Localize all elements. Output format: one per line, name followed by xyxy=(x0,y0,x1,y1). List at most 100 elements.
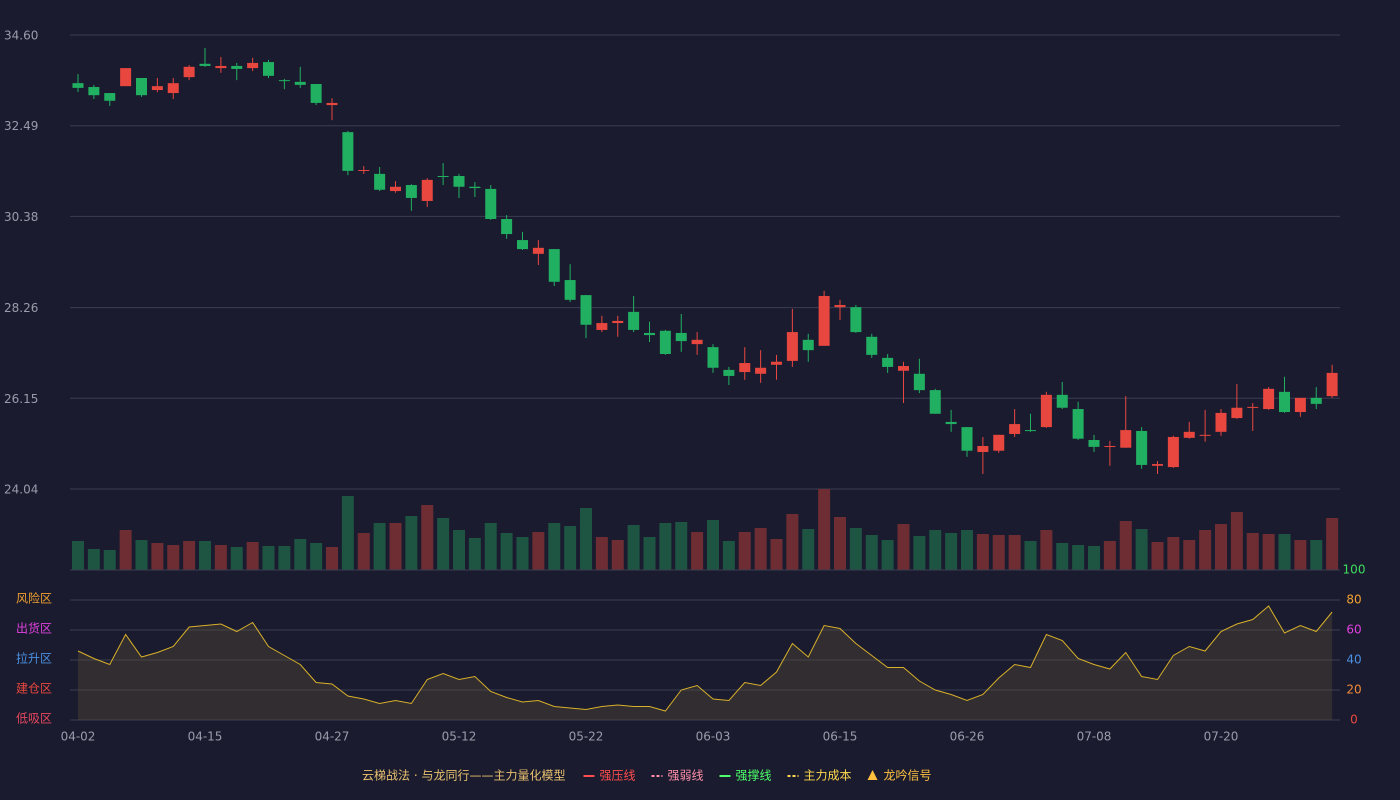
candle-body xyxy=(1263,388,1275,410)
candle-body xyxy=(1152,464,1163,466)
candle-body xyxy=(1104,446,1116,448)
oscillator-area xyxy=(78,606,1333,720)
volume-bar xyxy=(103,550,116,570)
volume-bar xyxy=(754,528,767,570)
candle-body xyxy=(723,369,735,376)
volume-bar xyxy=(1088,546,1100,570)
candle-body xyxy=(1009,424,1021,434)
volume-bar xyxy=(373,523,386,570)
zone-label: 出货区 xyxy=(16,621,52,636)
x-tick-label: 07-20 xyxy=(1204,730,1239,744)
candle-body xyxy=(898,366,909,371)
legend-label: 强压线 xyxy=(599,769,635,783)
x-tick-label: 07-08 xyxy=(1077,730,1112,744)
zone-label: 建仓区 xyxy=(16,682,52,696)
candle-body xyxy=(945,421,957,425)
candle-body xyxy=(501,219,513,235)
volume-bar xyxy=(532,532,545,570)
volume-bar xyxy=(913,536,926,570)
candle-body xyxy=(1279,391,1290,413)
candle-body xyxy=(548,249,560,282)
volume-bar xyxy=(1183,540,1196,570)
volume-bar xyxy=(1135,529,1148,570)
volume-bar xyxy=(405,516,418,570)
volume-bar xyxy=(1310,540,1323,570)
volume-bar xyxy=(151,543,164,570)
volume-bar xyxy=(389,523,402,570)
candle-body xyxy=(659,330,671,355)
candle-body xyxy=(294,81,306,85)
candle-body xyxy=(1056,394,1068,408)
candle-body xyxy=(644,332,655,336)
volume-bar xyxy=(786,514,799,570)
volume-bar xyxy=(246,542,259,570)
volume-bar xyxy=(1246,533,1259,570)
candle-body xyxy=(818,295,830,346)
volume-bar xyxy=(976,534,989,570)
candle-body xyxy=(390,186,401,192)
candle-body xyxy=(215,65,227,69)
volume-bar xyxy=(849,528,862,570)
candle-body xyxy=(485,188,497,220)
volume-bar xyxy=(1262,534,1275,570)
volume-bar xyxy=(453,530,465,570)
candle-body xyxy=(1199,434,1211,436)
volume-bar xyxy=(659,523,672,570)
candle-body xyxy=(612,320,624,324)
y-tick-label: 100 xyxy=(1343,563,1366,577)
volume-bar xyxy=(1326,518,1339,570)
x-tick-label: 06-15 xyxy=(823,730,858,744)
candle-body xyxy=(231,65,243,69)
candle-body xyxy=(342,132,354,171)
volume-bar xyxy=(199,541,211,570)
volume-bar xyxy=(183,541,196,570)
candle-body xyxy=(453,176,465,187)
candle-body xyxy=(1247,406,1259,408)
volume-bar xyxy=(1008,535,1021,570)
candle-body xyxy=(739,363,751,373)
volume-bar xyxy=(627,525,640,570)
candle-body xyxy=(517,240,528,250)
volume-bar xyxy=(326,547,338,570)
candle-body xyxy=(993,434,1005,451)
candle-body xyxy=(167,83,179,94)
volume-bar xyxy=(1278,534,1291,570)
volume-bar xyxy=(1294,540,1307,570)
volume-bar xyxy=(770,539,783,570)
volume-bar xyxy=(722,541,735,570)
volume-bar xyxy=(357,533,370,570)
candle-body xyxy=(850,307,862,333)
candle-body xyxy=(1310,397,1322,404)
volume-bar xyxy=(262,546,275,570)
candle-body xyxy=(405,185,417,198)
volume-bar xyxy=(1024,541,1037,570)
candle-body xyxy=(278,80,290,82)
candle-body xyxy=(1294,397,1306,413)
candle-body xyxy=(1326,372,1338,397)
candle-body xyxy=(88,87,100,96)
legend-label: 主力成本 xyxy=(804,769,852,783)
candle-body xyxy=(977,446,989,453)
volume-bar xyxy=(564,526,577,570)
volume-bar xyxy=(961,530,973,570)
y-tick-label: 32.49 xyxy=(4,119,38,133)
candle-body xyxy=(866,336,878,355)
legend-label: 龙吟信号 xyxy=(884,768,932,783)
x-tick-label: 05-22 xyxy=(569,730,604,744)
candle-body xyxy=(786,332,798,361)
candle-body xyxy=(628,311,640,330)
legend-swatch xyxy=(867,770,878,780)
x-tick-label: 06-26 xyxy=(950,730,985,744)
volume-bar xyxy=(643,537,656,570)
volume-bar xyxy=(707,520,719,570)
volume-bar xyxy=(580,508,592,570)
volume-bar xyxy=(500,533,513,570)
y-tick-label: 26.15 xyxy=(4,392,38,406)
candle-body xyxy=(199,63,211,66)
y-tick-label: 34.60 xyxy=(4,29,38,43)
x-tick-label: 04-02 xyxy=(61,730,96,744)
volume-bar xyxy=(1199,530,1212,570)
y-tick-label: 30.38 xyxy=(4,210,38,224)
